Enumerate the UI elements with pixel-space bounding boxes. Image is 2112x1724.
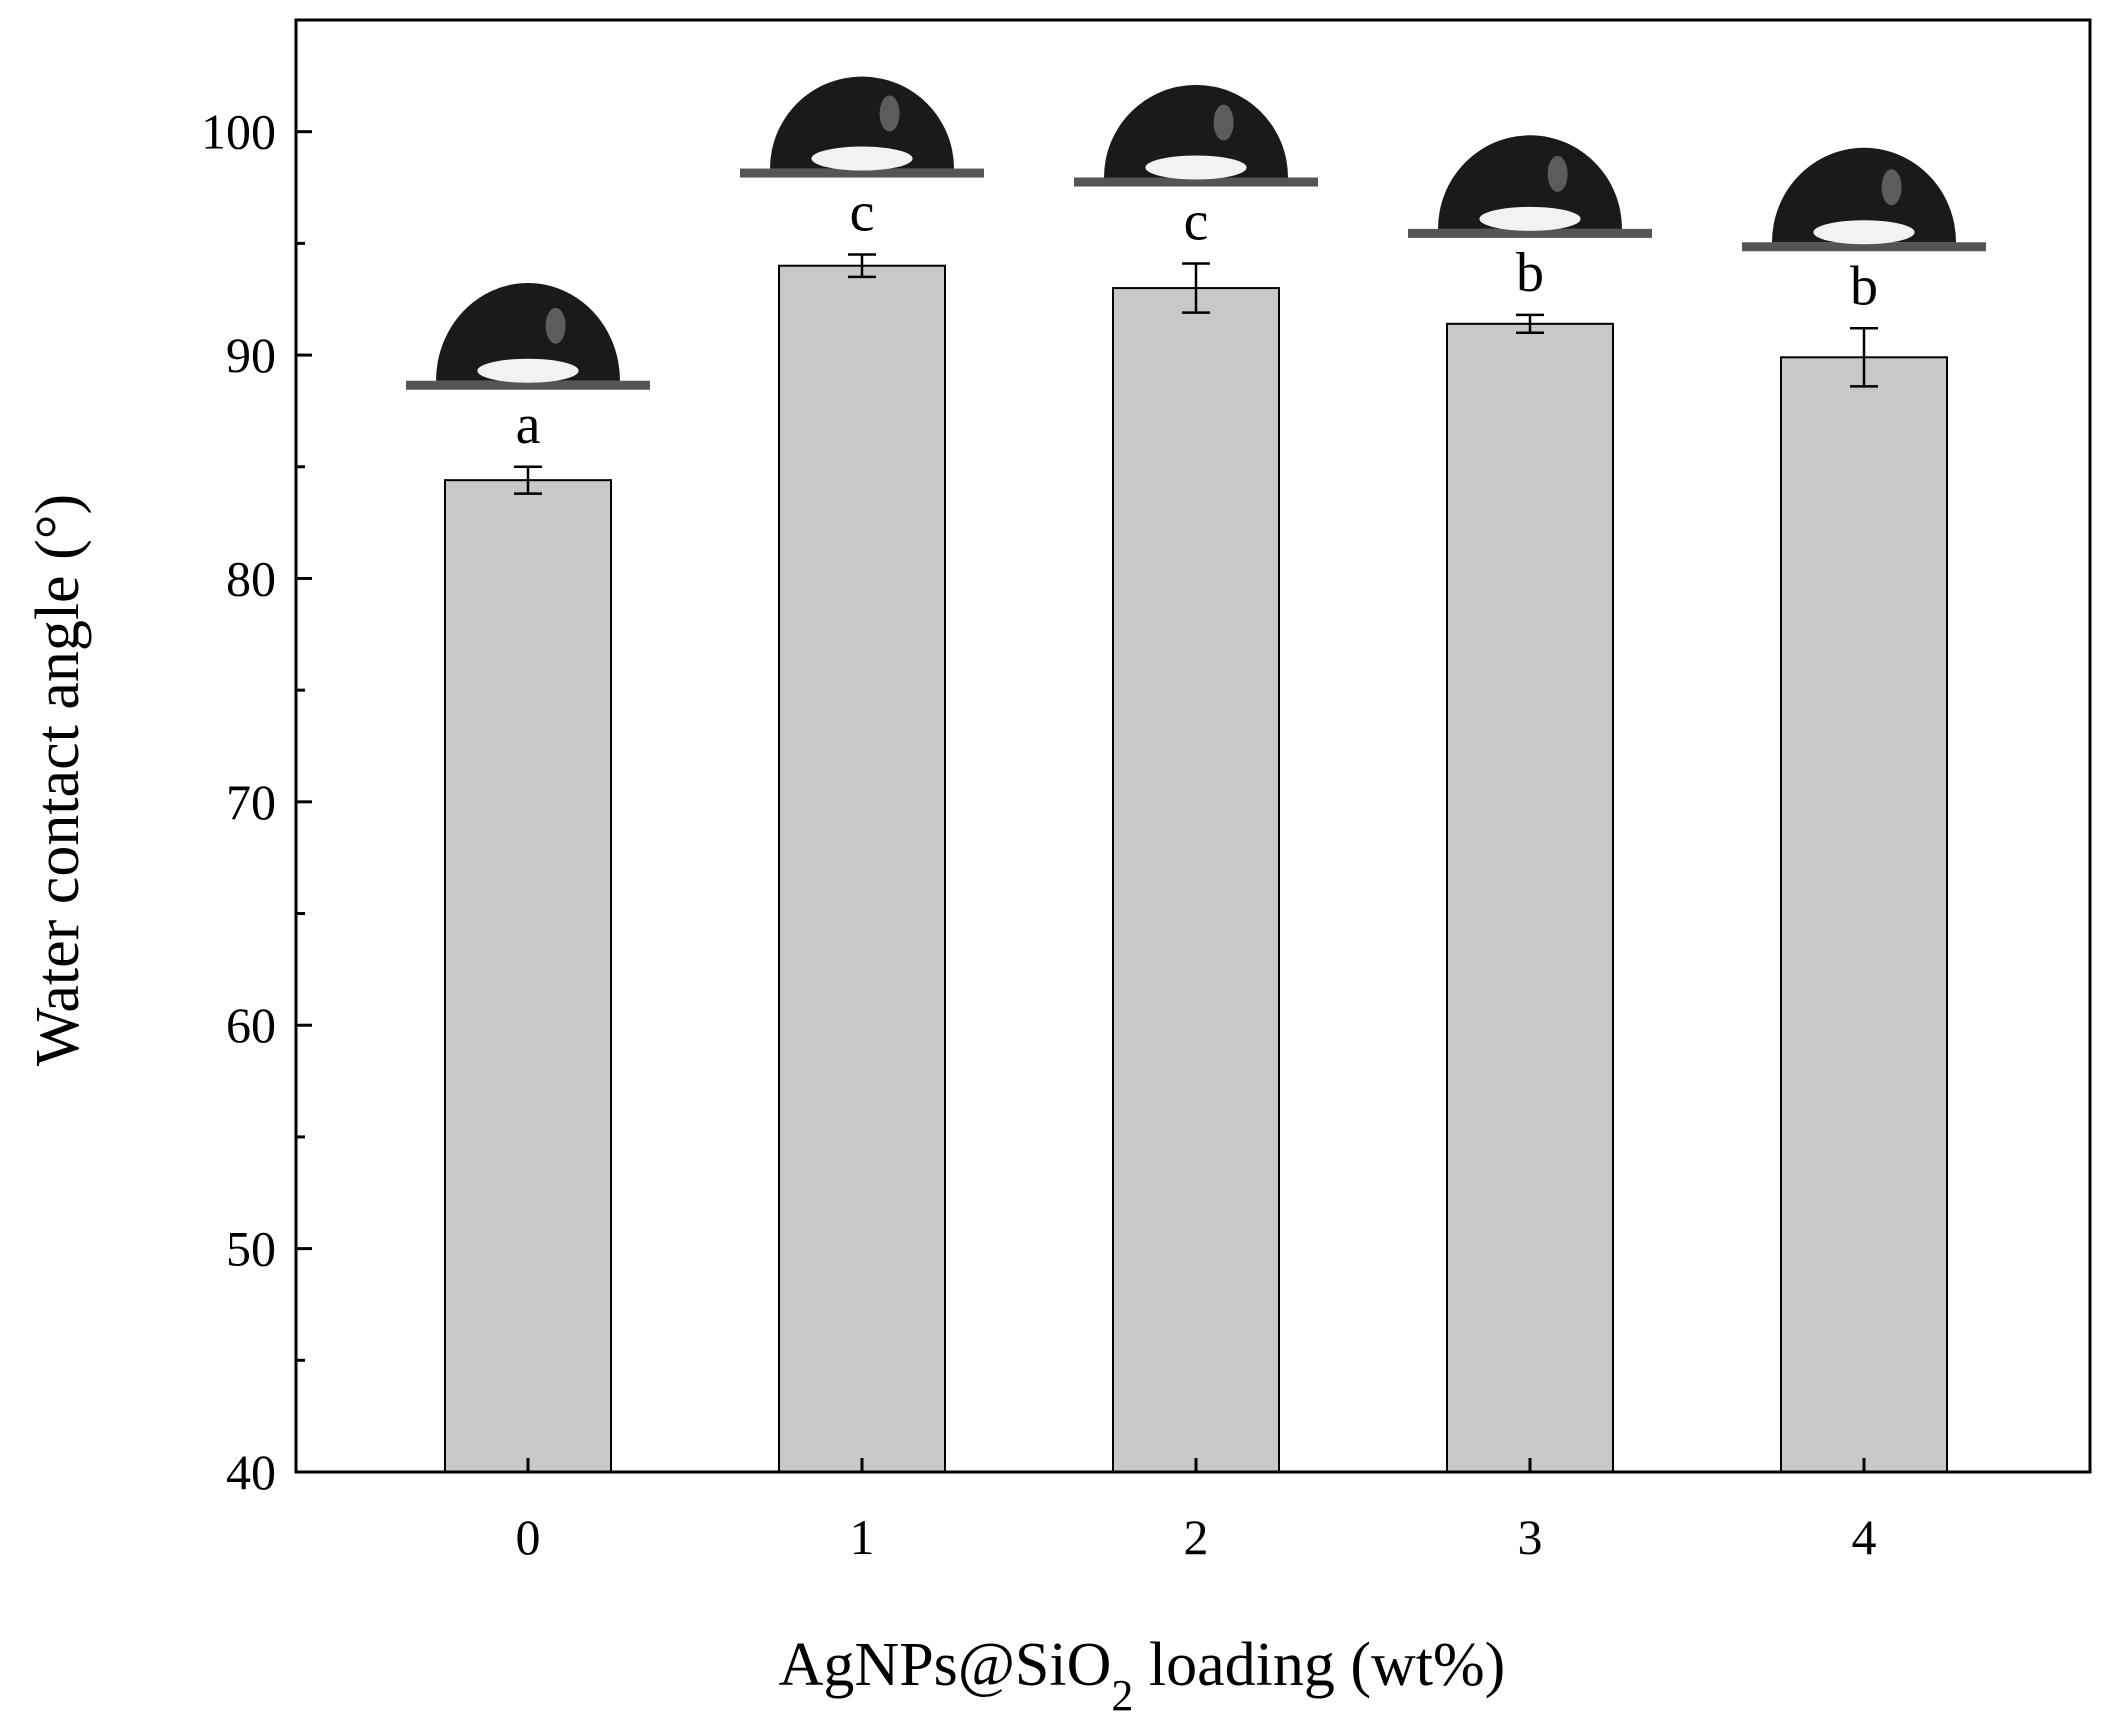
y-tick-labels: 40 50 60 70 80 90 100 [201,104,276,1500]
x-tick-label-1: 1 [850,1509,875,1565]
significance-letter-2: c [1184,190,1209,252]
droplet-dome [770,76,954,169]
x-tick-label-2: 2 [1184,1509,1209,1565]
droplet-highlight [1813,220,1915,245]
droplet-reflection [1213,104,1234,141]
droplet-substrate [740,168,984,178]
bars-group [444,264,1948,1474]
droplet-reflection [1881,169,1902,206]
y-tick-label-70: 70 [226,774,276,830]
droplet-images-group [406,76,1986,390]
droplet-reflection [879,95,900,132]
droplet-dome [1438,135,1623,229]
axes-group [294,18,2092,1474]
x-tick-labels: 0 1 2 3 4 [516,1509,1877,1565]
y-tick-label-100: 100 [201,104,276,160]
significance-letters-group: a c c b b [516,182,1878,456]
droplet-substrate [1742,242,1986,252]
droplet-image-3 [1408,135,1652,238]
plot-frame [294,18,2092,1474]
droplet-reflection [545,307,566,344]
droplet-substrate [1408,228,1652,238]
y-axis-title: Water contact angle (°) [24,494,92,1066]
droplet-image-1 [740,76,984,178]
x-tick-label-0: 0 [516,1509,541,1565]
droplet-dome [436,283,620,381]
droplet-dome [1772,147,1956,243]
droplet-highlight [477,358,579,383]
bar-1 [778,264,946,1474]
x-tick-label-3: 3 [1518,1509,1543,1565]
y-tick-label-80: 80 [226,550,276,606]
droplet-highlight [1479,206,1581,231]
y-tick-label-90: 90 [226,327,276,383]
droplet-highlight [1145,155,1247,180]
droplet-substrate [406,380,650,390]
droplet-highlight [811,146,913,171]
significance-letter-1: c [850,182,875,244]
bar-3 [1446,322,1614,1473]
significance-letter-3: b [1516,242,1544,304]
x-tick-label-4: 4 [1852,1509,1877,1565]
y-tick-label-60: 60 [226,997,276,1053]
droplet-reflection [1547,155,1568,192]
bar-4 [1780,356,1948,1473]
bar-0 [444,479,612,1473]
droplet-dome [1104,84,1288,178]
droplet-substrate [1074,177,1318,187]
error-bars-group [514,253,1878,495]
significance-letter-4: b [1850,255,1878,317]
x-axis-title-rest: loading (wt%) [1133,1631,1505,1699]
droplet-image-0 [406,283,650,390]
y-tick-label-50: 50 [226,1221,276,1277]
x-axis-title-subscript: 2 [1111,1671,1133,1720]
droplet-image-2 [1074,84,1318,187]
x-axis-title: AgNPs@SiO2 loading (wt%) [779,1631,1506,1720]
y-tick-label-40: 40 [226,1444,276,1500]
droplet-image-4 [1742,147,1986,252]
significance-letter-0: a [516,394,541,456]
x-axis-title-main: AgNPs@SiO [779,1631,1112,1699]
bar-2 [1112,287,1280,1473]
